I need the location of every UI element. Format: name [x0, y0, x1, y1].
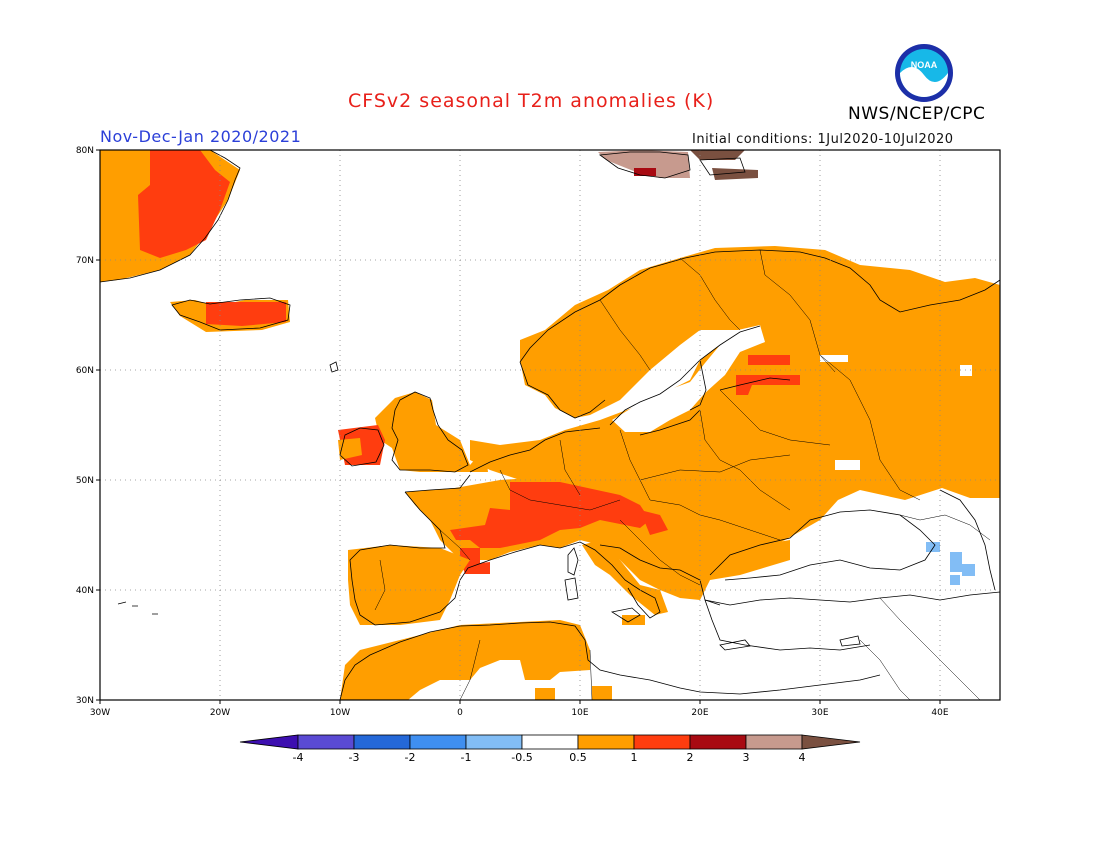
initial-conditions: Initial conditions: 1Jul2020-10Jul2020: [692, 132, 954, 147]
coastline-britain: [391, 391, 469, 473]
forecast-period: Nov-Dec-Jan 2020/2021: [100, 127, 302, 146]
colorbar-label: 2: [687, 751, 694, 764]
coastlines: [99, 149, 1001, 701]
coastline-black-sea: [709, 509, 936, 581]
coastline-baltic: [609, 325, 791, 436]
coastline-norway-west: [519, 361, 606, 419]
anomaly-fill: [100, 150, 1000, 700]
lat-tick-label: 70N: [76, 256, 94, 266]
coastline-scandinavia: [519, 249, 1001, 363]
lat-lon-grid: [100, 150, 1000, 700]
noaa-logo: NOAA: [893, 42, 955, 108]
colorbar-label: -0.5: [511, 751, 532, 764]
colorbar-label: -4: [293, 751, 304, 764]
anomaly-region-red: [138, 150, 230, 258]
colorbar-high-arrow: [801, 734, 861, 750]
anomaly-region-red: [640, 510, 668, 535]
anomaly-region-brown: [690, 150, 745, 160]
lat-tick-label: 60N: [76, 366, 94, 376]
country-borders: [374, 249, 991, 701]
anomaly-region-orange: [592, 686, 612, 700]
colorbar-swatch: [633, 734, 691, 750]
colorbar-swatch: [297, 734, 355, 750]
lon-tick-label: 20E: [691, 708, 708, 718]
coastline-svalbard: [598, 151, 746, 179]
coastline-crete: [719, 639, 751, 651]
coastline-greenland: [99, 149, 241, 283]
anomaly-region-orange: [348, 545, 470, 625]
lon-tick-label: 40E: [931, 708, 948, 718]
colorbar-swatch: [745, 734, 803, 750]
colorbar-label: 1: [631, 751, 638, 764]
organization-label: NWS/NCEP/CPC: [848, 104, 986, 124]
colorbar-label: 4: [799, 751, 806, 764]
lon-tick-label: 10W: [330, 708, 350, 718]
anomaly-region-brown: [712, 168, 758, 180]
anomaly-region-red: [736, 375, 800, 395]
coastline-africa: [339, 621, 881, 701]
lon-tick-label: 0: [457, 708, 463, 718]
anomaly-region-red: [748, 355, 790, 365]
colorbar-label: 0.5: [569, 751, 587, 764]
lat-tick-label: 40N: [76, 586, 94, 596]
anomaly-region-lightblue: [926, 542, 940, 552]
logo-text: NOAA: [911, 60, 938, 70]
coastline-europe-west: [349, 427, 721, 626]
anomaly-region-orange: [582, 540, 668, 615]
chart-title: CFSv2 seasonal T2m anomalies (K): [348, 90, 715, 112]
sea-no-anomaly: [820, 355, 848, 362]
colorbar-swatch: [465, 734, 523, 750]
anomaly-region-red: [450, 482, 650, 548]
lat-tick-label: 30N: [76, 696, 94, 706]
coastline-azores: [117, 601, 158, 615]
colorbar-label: -2: [405, 751, 416, 764]
lat-tick-label: 80N: [76, 146, 94, 156]
anomaly-region-tan: [598, 150, 690, 178]
anomaly-map: 30W 20W 10W 0 10E 20E 30E 40E 80N 70N 60N 50N 40N 30N: [76, 146, 1001, 718]
lon-tick-label: 20W: [210, 708, 230, 718]
anomaly-region-orange: [622, 615, 645, 625]
lat-tick-label: 50N: [76, 476, 94, 486]
map-frame: [99, 149, 1001, 701]
colorbar-swatch: [353, 734, 411, 750]
lon-tick-label: 10E: [571, 708, 588, 718]
anomaly-region-lightblue: [962, 564, 975, 576]
colorbar-label: -1: [461, 751, 472, 764]
sea-no-anomaly: [612, 325, 765, 432]
anomaly-region-orange: [338, 438, 362, 460]
anomaly-region-orange: [340, 620, 590, 700]
axis-ticks: 30W 20W 10W 0 10E 20E 30E 40E 80N 70N 60N 50N 40N 30N: [76, 146, 949, 718]
colorbar-low-arrow: [239, 734, 299, 750]
colorbar-swatch: [577, 734, 635, 750]
lon-tick-label: 30E: [811, 708, 828, 718]
coastline-turkey: [704, 591, 1001, 651]
coastline-ireland: [339, 427, 385, 467]
anomaly-region-red: [462, 562, 490, 574]
anomaly-region-lightblue: [950, 575, 960, 585]
anomaly-region-red: [206, 302, 286, 326]
coastline-iceland: [171, 297, 291, 331]
coastline-sicily: [610, 607, 641, 623]
anomaly-region-darkred: [634, 168, 656, 176]
sea-no-anomaly: [960, 365, 972, 376]
sea-no-anomaly: [835, 460, 860, 470]
colorbar-swatch: [409, 734, 467, 750]
colorbar-swatch: [689, 734, 747, 750]
anomaly-region-orange: [375, 392, 488, 472]
coastline-faroe: [329, 361, 339, 373]
colorbar-label: 3: [743, 751, 750, 764]
lon-tick-label: 30W: [90, 708, 110, 718]
anomaly-region-orange: [405, 478, 790, 600]
coastline-corsica-sardinia: [564, 547, 579, 601]
colorbar-label: -3: [349, 751, 360, 764]
colorbar-swatch: [521, 734, 579, 750]
anomaly-region-orange: [535, 688, 555, 700]
anomaly-region-lightblue: [950, 552, 962, 572]
coastline-cyprus: [839, 635, 861, 647]
